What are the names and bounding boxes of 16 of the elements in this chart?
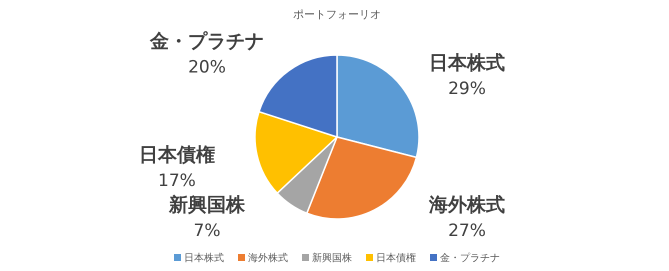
data-label: 20% xyxy=(188,57,226,78)
data-label: 29% xyxy=(448,79,486,100)
legend-label: 金・プラチナ xyxy=(440,252,500,264)
legend-label: 新興国株 xyxy=(312,252,352,264)
data-label: 17% xyxy=(158,171,196,192)
data-label: 7% xyxy=(194,221,220,241)
data-label: 27% xyxy=(448,221,486,241)
slice-label: 日本株式 xyxy=(429,52,505,74)
slice-label: 日本債権 xyxy=(138,144,215,166)
slice-label: 海外株式 xyxy=(428,194,505,216)
legend-label: 日本債権 xyxy=(376,252,416,264)
slice-label: 新興国株 xyxy=(168,194,246,216)
legend-label: 日本株式 xyxy=(184,252,224,264)
slice-label: 金・プラチナ xyxy=(149,30,264,52)
chart-title: ポートフォーリオ xyxy=(293,8,381,21)
legend-label: 海外株式 xyxy=(248,252,288,264)
